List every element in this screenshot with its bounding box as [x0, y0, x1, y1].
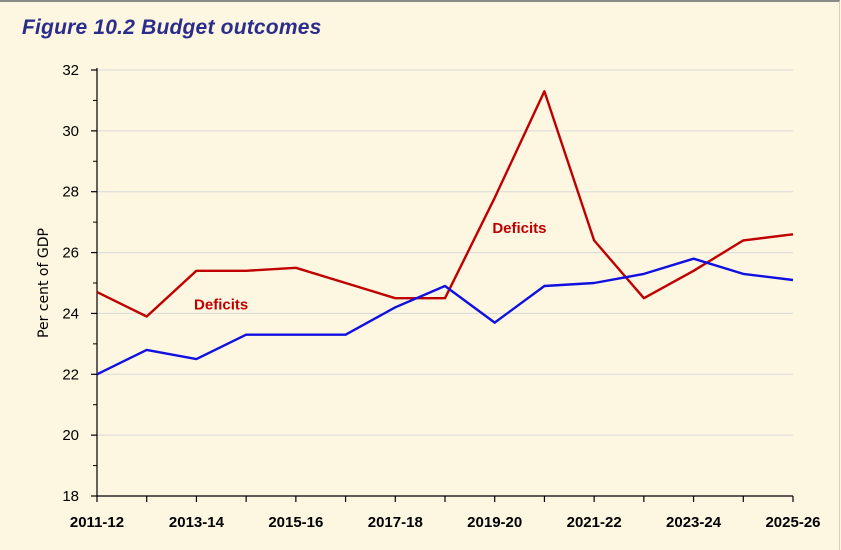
series-line — [96, 257, 794, 376]
x-tick-label: 2023-24 — [666, 514, 722, 531]
gridlines — [97, 69, 793, 436]
y-tick-label: 22 — [62, 366, 79, 383]
x-tick-label: 2017-18 — [368, 514, 423, 531]
x-tick-label: 2021-22 — [567, 514, 622, 531]
y-tick-label: 28 — [62, 184, 79, 201]
y-tick-label: 20 — [62, 427, 79, 444]
y-tick-label: 18 — [62, 488, 79, 505]
x-tick-label: 2025-26 — [765, 514, 820, 531]
series-lines — [96, 90, 794, 376]
x-tick-label: 2013-14 — [169, 514, 225, 531]
y-tick-label: 24 — [62, 305, 79, 322]
deficits-label: Deficits — [194, 296, 248, 313]
annotations: Deficits Deficits — [194, 220, 546, 313]
x-tick-label: 2011-12 — [70, 514, 124, 531]
y-tick-label: 30 — [62, 123, 79, 140]
y-tick-label: 32 — [62, 62, 79, 79]
y-tick-labels: 18 20 22 24 26 28 30 32 — [62, 62, 79, 505]
y-tick-label: 26 — [62, 245, 79, 262]
deficits-label: Deficits — [492, 220, 546, 237]
y-axis-title: Per cent of GDP — [36, 228, 52, 338]
axes — [91, 68, 794, 502]
chart-title: Figure 10.2 Budget outcomes — [22, 16, 322, 39]
series-line — [96, 90, 794, 318]
x-tick-labels: 2011-12 2013-14 2015-16 2017-18 2019-20 2021-… — [70, 514, 821, 531]
x-tick-label: 2015-16 — [268, 514, 323, 531]
x-tick-label: 2019-20 — [467, 514, 522, 531]
